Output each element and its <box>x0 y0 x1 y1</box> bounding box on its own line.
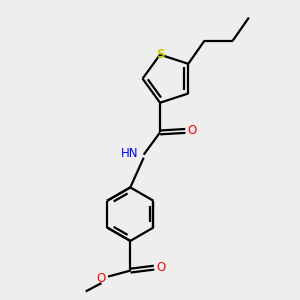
Text: S: S <box>156 48 164 61</box>
Text: O: O <box>187 124 196 137</box>
Text: HN: HN <box>121 147 138 160</box>
Text: O: O <box>97 272 106 285</box>
Text: O: O <box>156 261 165 274</box>
